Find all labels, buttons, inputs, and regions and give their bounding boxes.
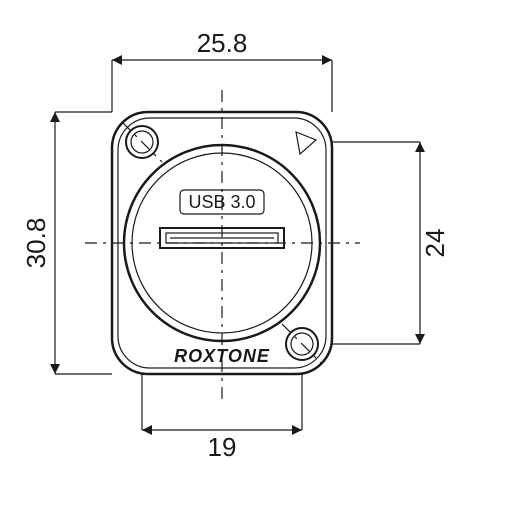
- centerline-screw1: [122, 122, 162, 162]
- dimension-value: 19: [208, 432, 237, 462]
- centerline-screw2: [282, 324, 322, 364]
- dimension-value: 30.8: [21, 218, 51, 269]
- dimension-value: 24: [420, 229, 450, 258]
- orientation-mark-icon: [296, 132, 316, 154]
- dimension-value: 25.8: [197, 28, 248, 58]
